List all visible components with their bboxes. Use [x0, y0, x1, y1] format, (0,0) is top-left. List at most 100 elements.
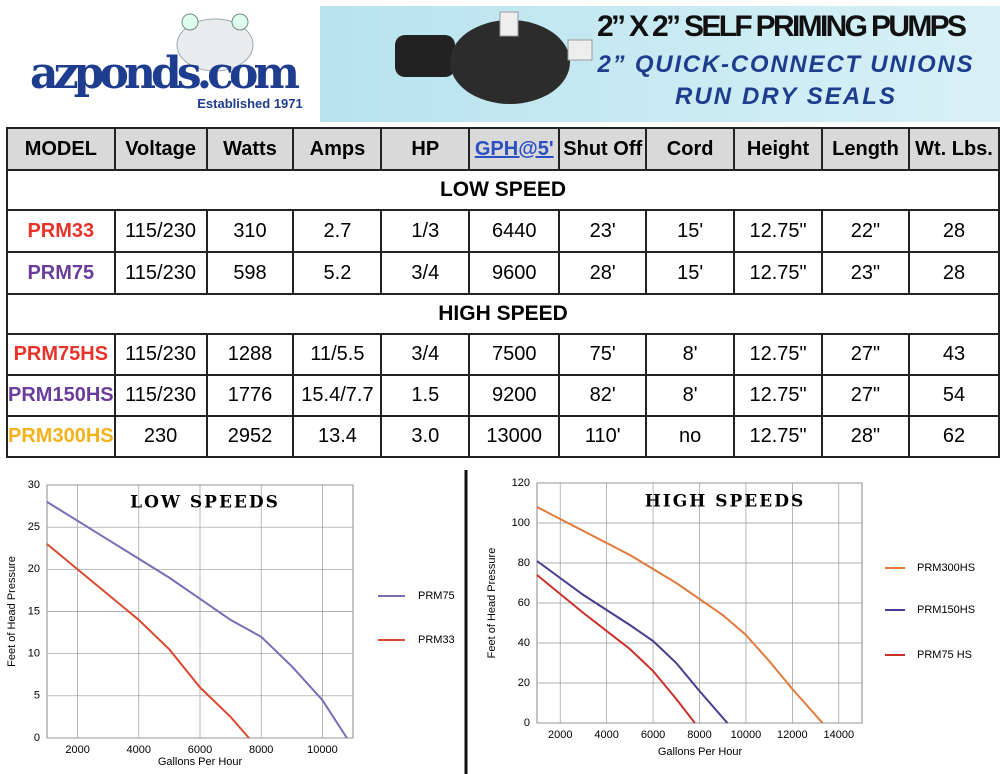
column-header: Length — [821, 127, 910, 171]
legend-label: PRM150HS — [917, 604, 975, 616]
charts: 0 5 10 15 20 25 30 2000 4000 6000 8000 10000 LOW SPE… — [6, 470, 975, 774]
table-row: PRM75HS 115/230 1288 11/5.5 3/4 7500 75' 8' 12.7… — [6, 333, 1000, 376]
y-tick-label: 100 — [512, 517, 530, 529]
cell: 3.0 — [380, 415, 471, 458]
section-title: HIGH SPEED — [6, 293, 1000, 335]
cell: 6440 — [468, 209, 561, 253]
y-tick-label: 40 — [518, 637, 530, 649]
chart-title: LOW SPEEDS — [130, 493, 280, 513]
pump-motor — [395, 35, 455, 77]
cell: 1.5 — [380, 374, 471, 417]
table-row: PRM33 115/230 310 2.7 1/3 6440 23' 15' 12.75" 22"… — [6, 209, 1000, 253]
cell: 15' — [645, 209, 736, 253]
y-tick-label: 20 — [518, 677, 530, 689]
x-tick-label: 12000 — [777, 729, 808, 741]
model-cell: PRM75 — [6, 251, 116, 295]
x-tick-label: 14000 — [823, 729, 854, 741]
model-cell: PRM33 — [6, 209, 116, 253]
cell: 9600 — [468, 251, 561, 295]
x-tick-label: 8000 — [687, 729, 711, 741]
pump-body — [450, 20, 570, 104]
series-line — [46, 501, 348, 739]
y-tick-label: 30 — [28, 479, 40, 491]
legend-label: PRM75 — [418, 590, 455, 602]
column-header: Wt. Lbs. — [907, 127, 1000, 171]
cell: 23' — [558, 209, 648, 253]
series-line — [536, 574, 696, 724]
chart-title: HIGH SPEEDS — [645, 492, 806, 512]
table-row: PRM300HS 230 2952 13.4 3.0 13000 110' no 12.75" 2… — [6, 415, 1000, 458]
cell: 12.75" — [733, 209, 823, 253]
cell: 12.75" — [733, 333, 823, 376]
x-tick-label: 6000 — [188, 744, 212, 756]
cell: 62 — [907, 415, 1000, 458]
x-tick-label: 6000 — [641, 729, 665, 741]
cell: 115/230 — [113, 333, 208, 376]
y-axis-title: Feet of Head Pressure — [6, 556, 18, 667]
cell: 11/5.5 — [292, 333, 383, 376]
column-header: HP — [380, 127, 471, 171]
column-header: GPH@5' — [468, 127, 561, 171]
title-line: RUN DRY SEALS — [675, 83, 895, 110]
column-header: Shut Off — [558, 127, 648, 171]
cell: 2952 — [205, 415, 295, 458]
y-tick-label: 80 — [518, 557, 530, 569]
table-row: LOW SPEED — [6, 169, 1000, 211]
cell: 1776 — [205, 374, 295, 417]
y-tick-label: 25 — [28, 521, 40, 533]
x-axis-title: Gallons Per Hour — [158, 756, 243, 768]
y-tick-label: 20 — [28, 563, 40, 575]
cell: 8' — [645, 374, 736, 417]
table-row: MODEL Voltage Watts Amps HP GPH@5' Shut Off Cor… — [6, 127, 1000, 171]
legend-label: PRM33 — [418, 634, 455, 646]
cell: 1/3 — [380, 209, 471, 253]
x-tick-label: 4000 — [594, 729, 618, 741]
column-header: Voltage — [113, 127, 208, 171]
cell: 12.75" — [733, 415, 823, 458]
y-tick-label: 0 — [34, 732, 40, 744]
model-cell: PRM300HS — [6, 415, 116, 458]
cell: 15' — [645, 251, 736, 295]
frog-eye — [181, 13, 199, 31]
cell: 75' — [558, 333, 648, 376]
x-tick-label: 4000 — [127, 744, 151, 756]
table-row: PRM75 115/230 598 5.2 3/4 9600 28' 15' 12.75" 23"… — [6, 251, 1000, 295]
established: Established 1971 — [197, 96, 303, 111]
x-axis-title: Gallons Per Hour — [658, 746, 743, 758]
section-title: LOW SPEED — [6, 169, 1000, 211]
y-tick-label: 5 — [34, 690, 40, 702]
cell: 23" — [821, 251, 910, 295]
cell: 2.7 — [292, 209, 383, 253]
frog-eye — [231, 13, 249, 31]
cell: 230 — [113, 415, 208, 458]
table-row: HIGH SPEED — [6, 293, 1000, 335]
cell: 115/230 — [113, 374, 208, 417]
cell: 27" — [821, 333, 910, 376]
model-cell: PRM150HS — [6, 374, 116, 417]
cell: 82' — [558, 374, 648, 417]
column-header: Amps — [292, 127, 383, 171]
title-line: 2” X 2” SELF PRIMING PUMPS — [597, 10, 967, 43]
cell: 22" — [821, 209, 910, 253]
x-tick-label: 10000 — [307, 744, 338, 756]
cell: 28 — [907, 251, 1000, 295]
x-tick-label: 2000 — [65, 744, 89, 756]
x-tick-label: 2000 — [548, 729, 572, 741]
cell: 8' — [645, 333, 736, 376]
cell: 7500 — [468, 333, 561, 376]
x-tick-label: 8000 — [249, 744, 273, 756]
header: azponds.com Established 1971 2” X 2” SEL… — [30, 6, 1000, 122]
y-tick-label: 0 — [524, 717, 530, 729]
cell: 27" — [821, 374, 910, 417]
pump-union — [499, 11, 519, 37]
cell: 12.75" — [733, 374, 823, 417]
cell: 13000 — [468, 415, 561, 458]
logo: azponds.com — [30, 48, 300, 99]
cell: 598 — [205, 251, 295, 295]
series-line — [536, 560, 729, 724]
cell: 9200 — [468, 374, 561, 417]
column-header: Cord — [645, 127, 736, 171]
model-cell: PRM75HS — [6, 333, 116, 376]
cell: 110' — [558, 415, 648, 458]
